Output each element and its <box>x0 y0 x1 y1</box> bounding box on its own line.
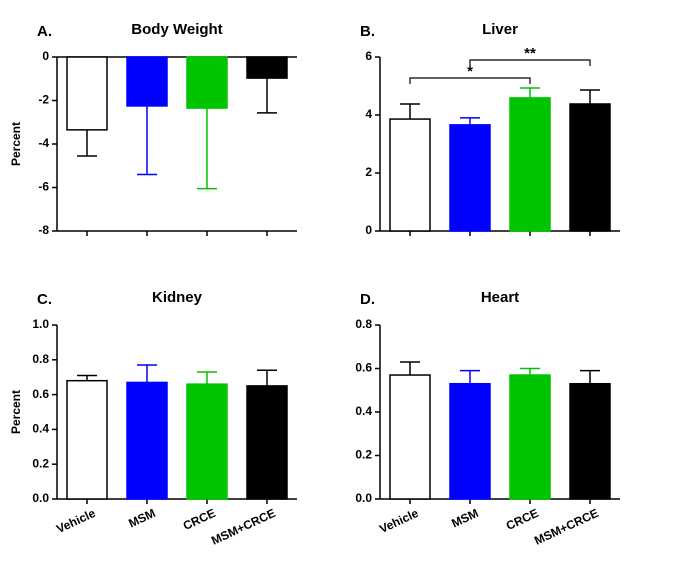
y-tick-label: 0.6 <box>32 387 49 401</box>
x-tick-label: Vehicle <box>54 506 98 536</box>
y-tick-label: 0.8 <box>32 352 49 366</box>
bar <box>509 374 551 500</box>
y-tick-label: 0 <box>42 49 49 63</box>
y-tick-label: 0.6 <box>355 361 372 375</box>
y-tick-label: 4 <box>365 107 372 121</box>
bar <box>246 385 288 500</box>
x-tick-label: MSM+CRCE <box>209 506 277 548</box>
y-tick-label: 0.0 <box>32 491 49 505</box>
bar <box>389 118 431 232</box>
x-tick-label: Vehicle <box>377 506 421 536</box>
x-tick-label: CRCE <box>181 506 218 533</box>
y-tick-label: 0 <box>365 223 372 237</box>
significance-bracket <box>469 59 591 67</box>
significance-label: ** <box>524 45 536 62</box>
significance-label: * <box>467 63 473 80</box>
bar <box>449 124 491 232</box>
y-axis-label: Percent <box>9 122 23 166</box>
x-tick-label: MSM <box>126 506 157 531</box>
bar <box>126 381 168 500</box>
bar <box>186 56 228 109</box>
y-tick-label: -6 <box>38 180 49 194</box>
y-tick-label: 1.0 <box>32 317 49 331</box>
y-tick-label: 0.4 <box>355 404 372 418</box>
panel-label: D. <box>360 291 375 308</box>
y-tick-label: -2 <box>38 93 49 107</box>
y-tick-label: 2 <box>365 165 372 179</box>
x-tick-label: MSM <box>449 506 480 531</box>
chart-title: Kidney <box>152 289 203 306</box>
panel-label: C. <box>37 291 52 308</box>
y-tick-label: -4 <box>38 136 49 150</box>
bar <box>126 56 168 107</box>
bar <box>66 56 108 131</box>
y-tick-label: 6 <box>365 49 372 63</box>
bar <box>186 383 228 500</box>
panel-label: B. <box>360 23 375 40</box>
y-tick-label: 0.2 <box>32 456 49 470</box>
y-tick-label: 0.2 <box>355 448 372 462</box>
x-tick-label: CRCE <box>504 506 541 533</box>
chart-title: Liver <box>482 21 518 38</box>
significance-bracket <box>409 77 531 85</box>
y-tick-label: 0.0 <box>355 491 372 505</box>
bar <box>569 382 611 500</box>
bar <box>389 374 431 500</box>
bar <box>509 97 551 232</box>
y-tick-label: 0.8 <box>355 317 372 331</box>
chart-title: Heart <box>481 289 519 306</box>
y-tick-label: -8 <box>38 223 49 237</box>
y-tick-label: 0.4 <box>32 422 49 436</box>
bar <box>246 56 288 79</box>
y-axis-label: Percent <box>9 390 23 434</box>
x-tick-label: MSM+CRCE <box>532 506 600 548</box>
chart-title: Body Weight <box>131 21 222 38</box>
bar <box>66 379 108 500</box>
bar <box>449 382 491 500</box>
panel-label: A. <box>37 23 52 40</box>
bar <box>569 103 611 232</box>
